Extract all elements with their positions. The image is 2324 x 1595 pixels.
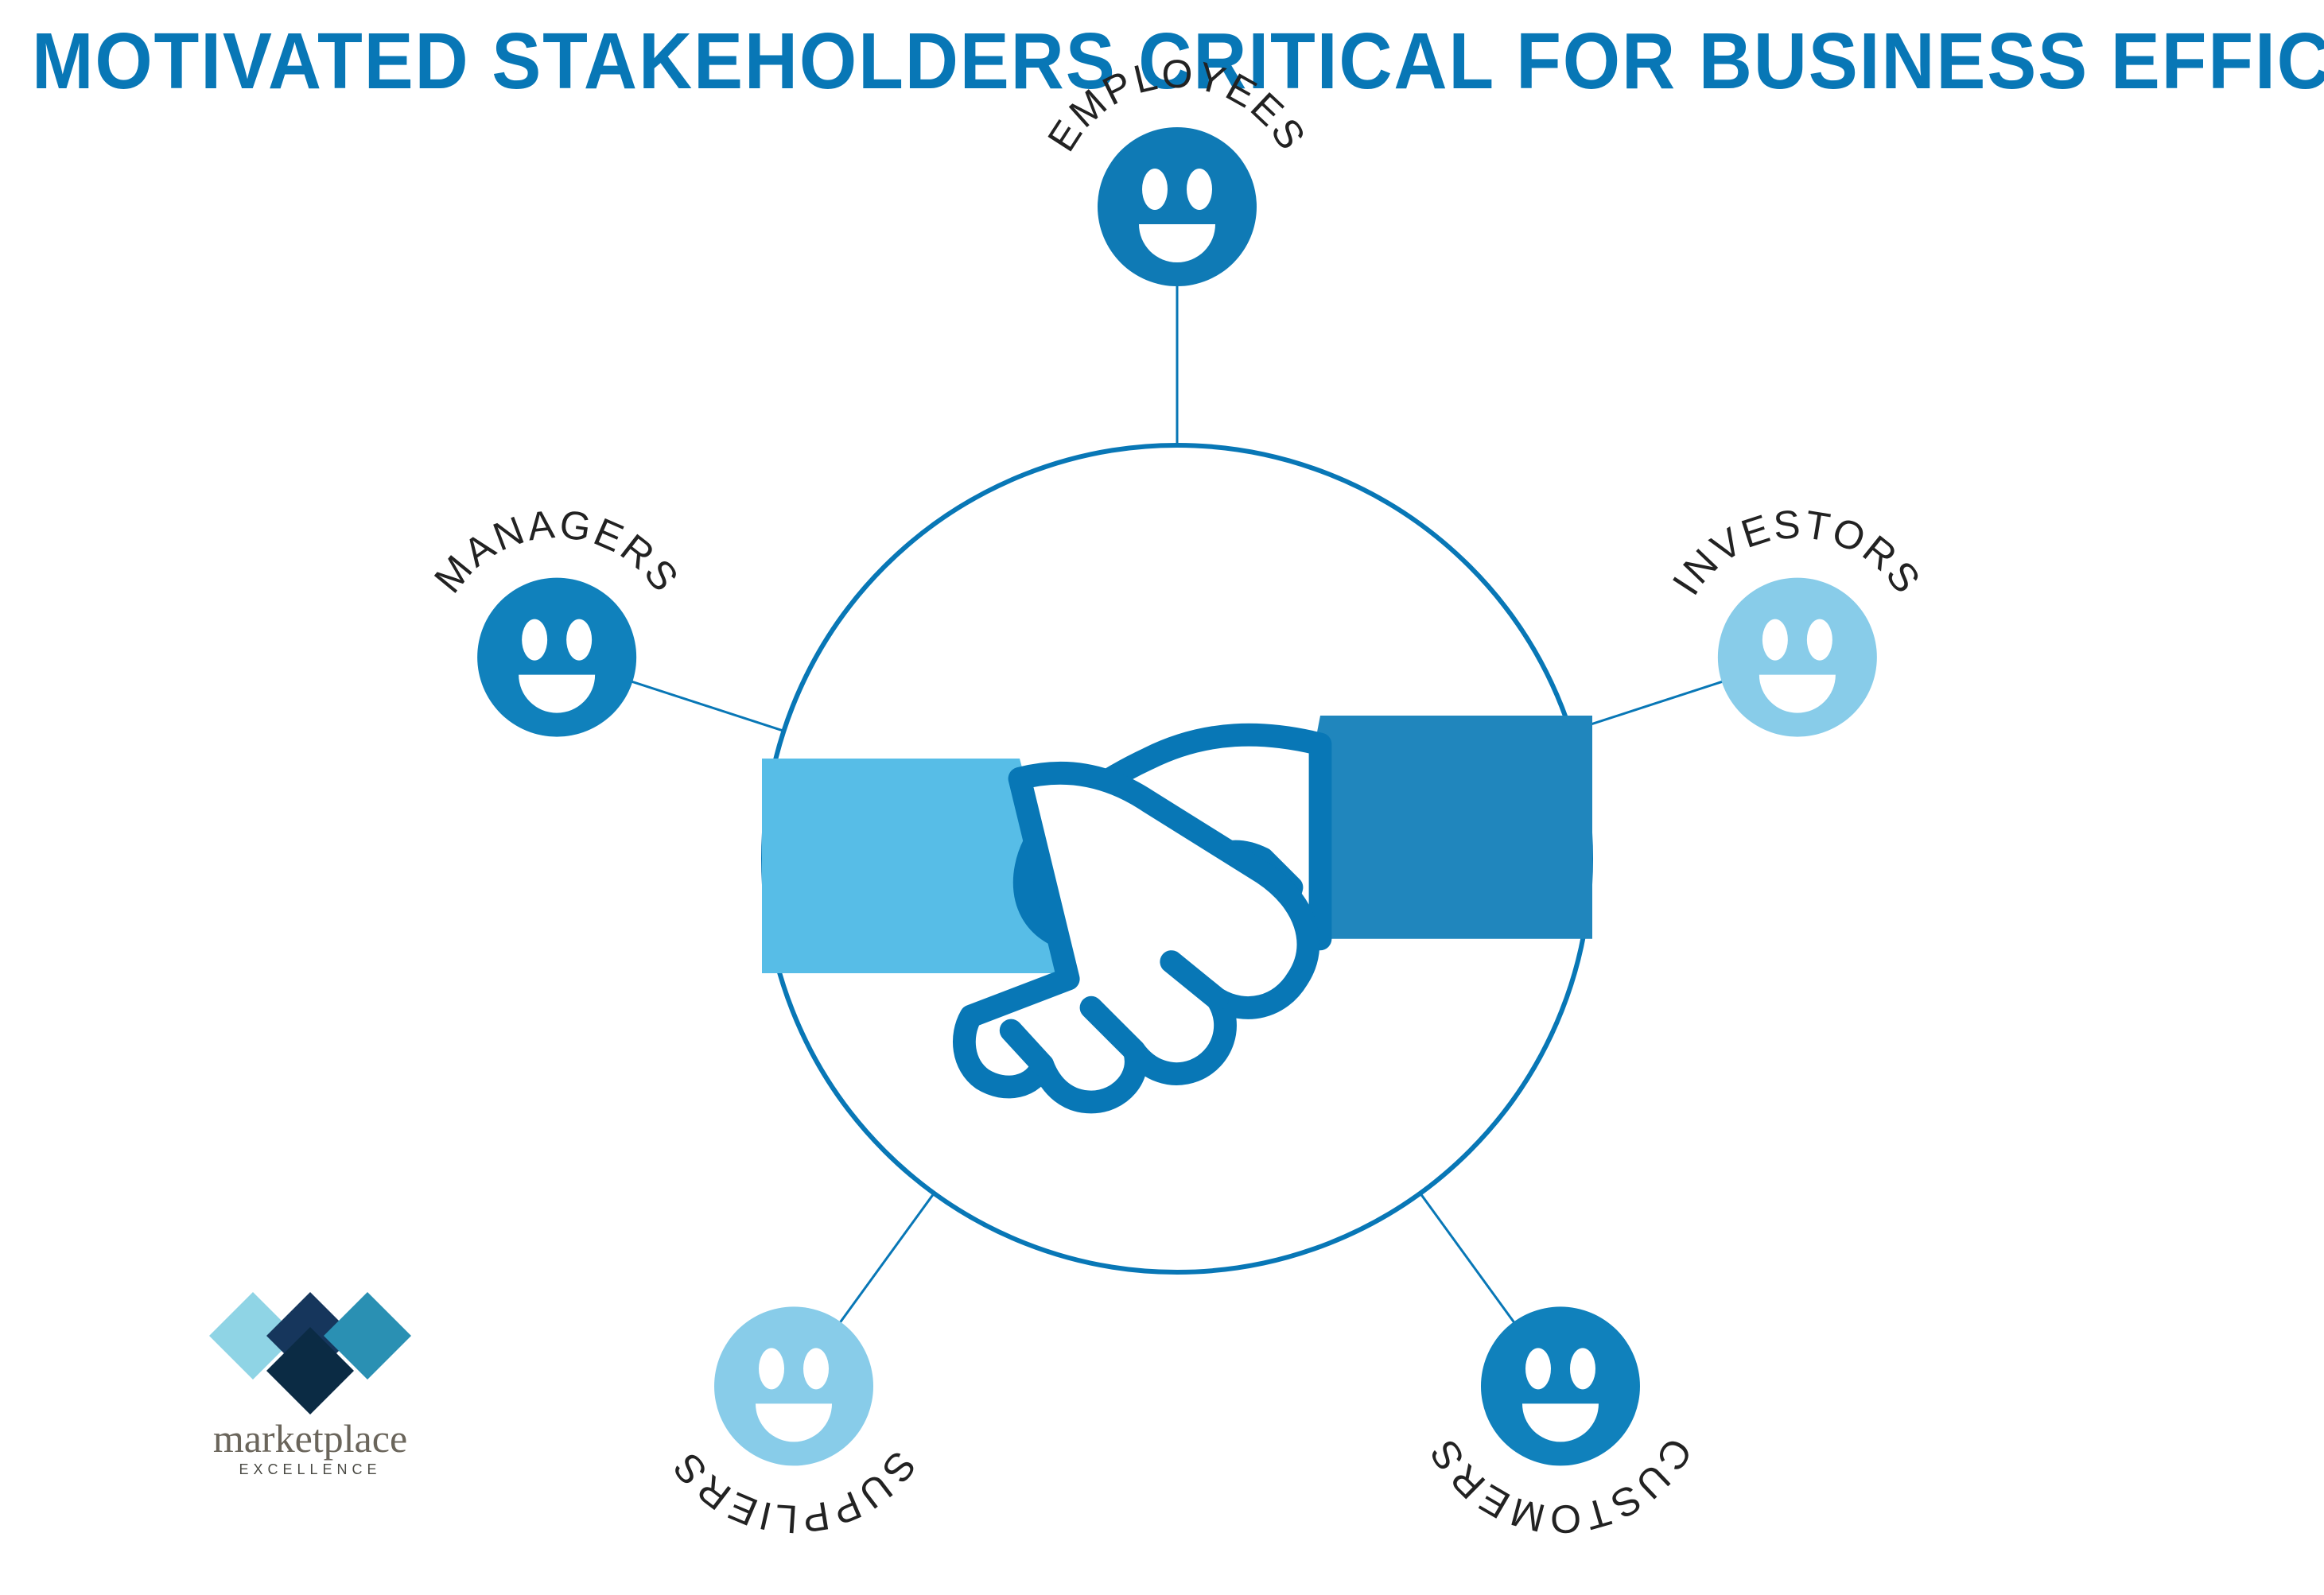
stakeholder-node: EMPLOYEES: [1039, 52, 1315, 286]
stakeholder-node: INVESTORS: [1664, 502, 1930, 737]
stakeholder-node: MANAGERS: [426, 502, 689, 737]
logo-diamonds-icon: [207, 1288, 414, 1415]
marketplace-excellence-logo: marketplace EXCELLENCE: [207, 1288, 414, 1478]
stakeholder-node: CUSTOMERS: [1420, 1306, 1700, 1542]
stakeholder-node: SUPPLIERS: [663, 1306, 924, 1542]
logo-line-1: marketplace: [207, 1415, 414, 1461]
logo-line-2: EXCELLENCE: [207, 1461, 414, 1478]
